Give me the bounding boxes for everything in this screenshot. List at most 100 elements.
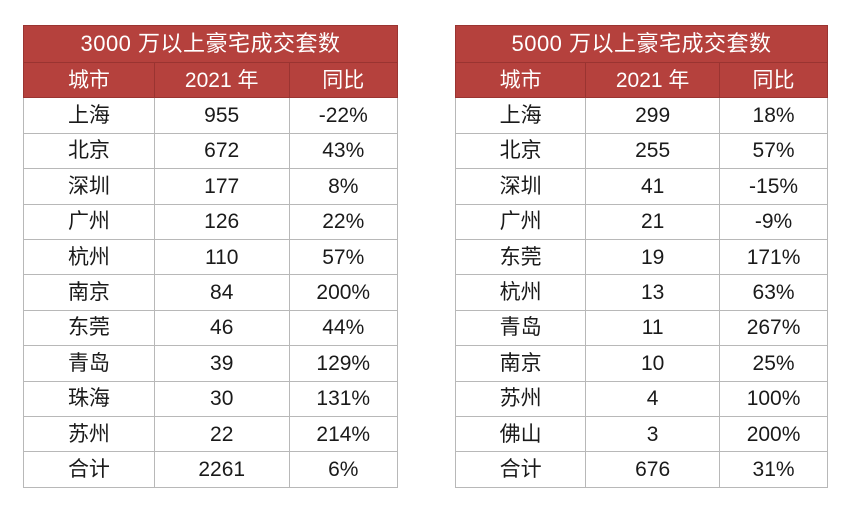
cell-year-count: 4 xyxy=(585,380,721,417)
cell-yoy: 200% xyxy=(719,415,828,453)
luxury-5000w-table: 5000 万以上豪宅成交套数 城市 2021 年 同比 上海 299 18% 北京 25… xyxy=(454,25,828,488)
total-count: 676 xyxy=(585,451,721,488)
cell-yoy: 22% xyxy=(288,203,399,240)
cell-city: 东莞 xyxy=(23,309,155,347)
cell-yoy: 44% xyxy=(288,309,399,347)
table-row: 广州 21 -9% xyxy=(454,203,828,240)
table-total-row: 合计 2261 6% xyxy=(23,451,399,488)
cell-city: 上海 xyxy=(23,97,155,134)
table-row: 南京 10 25% xyxy=(454,345,828,382)
cell-yoy: 57% xyxy=(719,132,828,170)
cell-year-count: 110 xyxy=(153,238,290,276)
table-row: 北京 672 43% xyxy=(23,132,399,170)
total-label: 合计 xyxy=(454,451,587,488)
cell-city: 杭州 xyxy=(454,274,587,311)
table-row: 杭州 110 57% xyxy=(23,238,399,276)
cell-city: 北京 xyxy=(23,132,155,170)
cell-city: 南京 xyxy=(454,345,587,382)
table-header-row: 城市 2021 年 同比 xyxy=(454,61,828,99)
table-header-row: 城市 2021 年 同比 xyxy=(23,61,399,99)
column-header-yoy: 同比 xyxy=(719,61,828,99)
cell-yoy: 57% xyxy=(288,238,399,276)
cell-city: 青岛 xyxy=(454,309,587,347)
cell-yoy: 214% xyxy=(288,415,399,453)
cell-city: 深圳 xyxy=(23,168,155,205)
cell-city: 广州 xyxy=(23,203,155,240)
cell-year-count: 11 xyxy=(585,309,721,347)
cell-yoy: 43% xyxy=(288,132,399,170)
total-yoy: 31% xyxy=(719,451,828,488)
cell-year-count: 255 xyxy=(585,132,721,170)
column-header-year: 2021 年 xyxy=(153,61,290,99)
column-header-year: 2021 年 xyxy=(585,61,721,99)
column-header-city: 城市 xyxy=(23,61,155,99)
cell-yoy: 171% xyxy=(719,238,828,276)
cell-year-count: 30 xyxy=(153,380,290,417)
cell-city: 北京 xyxy=(454,132,587,170)
total-yoy: 6% xyxy=(288,451,399,488)
table-row: 南京 84 200% xyxy=(23,274,399,311)
cell-city: 东莞 xyxy=(454,238,587,276)
cell-city: 苏州 xyxy=(454,380,587,417)
table-row: 北京 255 57% xyxy=(454,132,828,170)
cell-yoy: 8% xyxy=(288,168,399,205)
table-row: 苏州 4 100% xyxy=(454,380,828,417)
table-row: 深圳 41 -15% xyxy=(454,168,828,205)
cell-year-count: 84 xyxy=(153,274,290,311)
cell-yoy: 18% xyxy=(719,97,828,134)
table-row: 杭州 13 63% xyxy=(454,274,828,311)
table-row: 青岛 39 129% xyxy=(23,345,399,382)
total-count: 2261 xyxy=(153,451,290,488)
cell-yoy: 100% xyxy=(719,380,828,417)
table-row: 佛山 3 200% xyxy=(454,415,828,453)
column-header-yoy: 同比 xyxy=(288,61,399,99)
table-total-row: 合计 676 31% xyxy=(454,451,828,488)
cell-year-count: 672 xyxy=(153,132,290,170)
table-row: 深圳 177 8% xyxy=(23,168,399,205)
cell-city: 南京 xyxy=(23,274,155,311)
cell-year-count: 13 xyxy=(585,274,721,311)
cell-year-count: 177 xyxy=(153,168,290,205)
cell-year-count: 955 xyxy=(153,97,290,134)
cell-year-count: 41 xyxy=(585,168,721,205)
cell-year-count: 19 xyxy=(585,238,721,276)
cell-yoy: 200% xyxy=(288,274,399,311)
cell-city: 杭州 xyxy=(23,238,155,276)
cell-city: 苏州 xyxy=(23,415,155,453)
cell-yoy: 129% xyxy=(288,345,399,382)
cell-yoy: 131% xyxy=(288,380,399,417)
cell-year-count: 3 xyxy=(585,415,721,453)
cell-yoy: -22% xyxy=(288,97,399,134)
cell-yoy: 25% xyxy=(719,345,828,382)
table-row: 珠海 30 131% xyxy=(23,380,399,417)
cell-year-count: 21 xyxy=(585,203,721,240)
table-title: 5000 万以上豪宅成交套数 xyxy=(455,25,828,63)
cell-yoy: 267% xyxy=(719,309,828,347)
table-body: 上海 955 -22% 北京 672 43% 深圳 177 8% 广州 126 22% 杭州 110 57%… xyxy=(23,97,399,488)
cell-year-count: 46 xyxy=(153,309,290,347)
cell-yoy: 63% xyxy=(719,274,828,311)
cell-yoy: -15% xyxy=(719,168,828,205)
table-body: 上海 299 18% 北京 255 57% 深圳 41 -15% 广州 21 -9% 东莞 19 171% 杭… xyxy=(454,97,828,488)
cell-year-count: 126 xyxy=(153,203,290,240)
table-row: 东莞 46 44% xyxy=(23,309,399,347)
table-row: 上海 299 18% xyxy=(454,97,828,134)
total-label: 合计 xyxy=(23,451,155,488)
cell-city: 佛山 xyxy=(454,415,587,453)
table-title: 3000 万以上豪宅成交套数 xyxy=(23,25,398,63)
cell-year-count: 10 xyxy=(585,345,721,382)
table-row: 苏州 22 214% xyxy=(23,415,399,453)
cell-city: 上海 xyxy=(454,97,587,134)
table-row: 上海 955 -22% xyxy=(23,97,399,134)
cell-year-count: 39 xyxy=(153,345,290,382)
table-title-row: 3000 万以上豪宅成交套数 xyxy=(23,25,398,63)
table-row: 东莞 19 171% xyxy=(454,238,828,276)
table-row: 青岛 11 267% xyxy=(454,309,828,347)
luxury-3000w-table: 3000 万以上豪宅成交套数 城市 2021 年 同比 上海 955 -22% 北京 6… xyxy=(23,25,399,488)
cell-yoy: -9% xyxy=(719,203,828,240)
cell-city: 深圳 xyxy=(454,168,587,205)
cell-city: 青岛 xyxy=(23,345,155,382)
table-row: 广州 126 22% xyxy=(23,203,399,240)
table-title-row: 5000 万以上豪宅成交套数 xyxy=(455,25,828,63)
cell-year-count: 22 xyxy=(153,415,290,453)
